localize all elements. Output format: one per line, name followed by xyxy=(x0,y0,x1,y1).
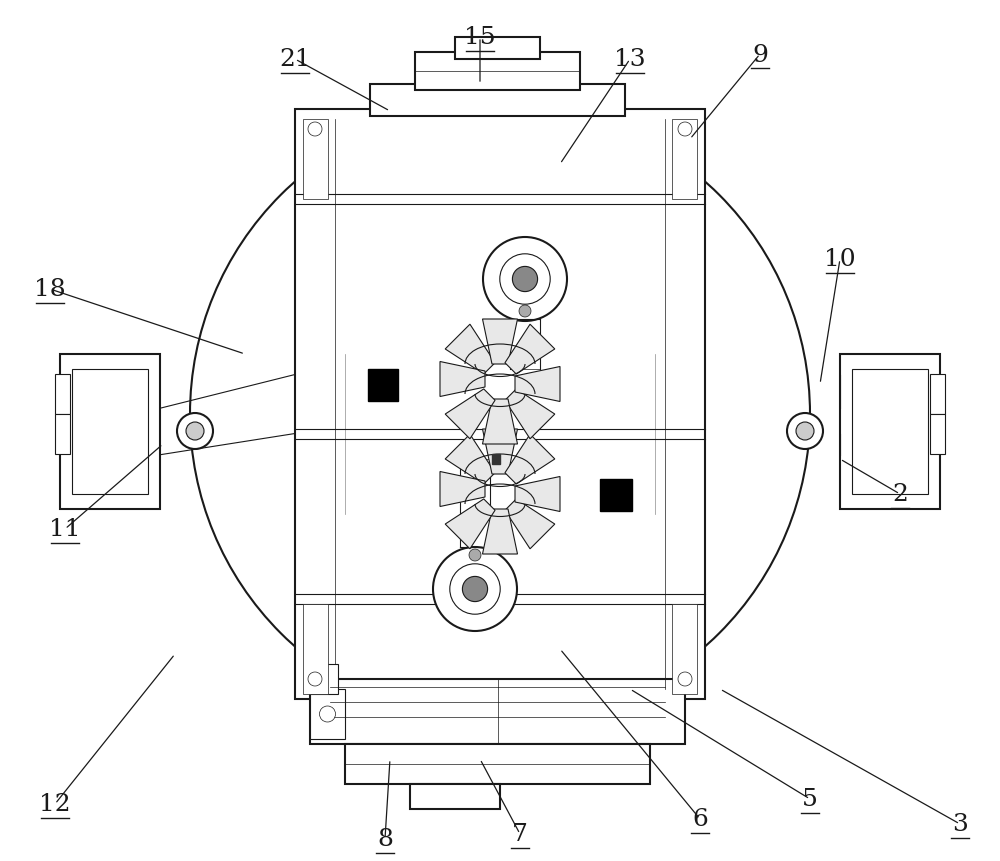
Circle shape xyxy=(512,267,538,292)
Circle shape xyxy=(462,577,488,602)
Polygon shape xyxy=(505,499,555,549)
Polygon shape xyxy=(505,325,555,375)
Polygon shape xyxy=(600,480,632,511)
Text: 2: 2 xyxy=(892,483,908,506)
Text: 3: 3 xyxy=(952,813,968,835)
Circle shape xyxy=(796,423,814,441)
Circle shape xyxy=(500,255,550,305)
Polygon shape xyxy=(515,367,560,402)
Polygon shape xyxy=(368,369,398,401)
Circle shape xyxy=(787,413,823,449)
Text: 8: 8 xyxy=(377,827,393,851)
Text: 6: 6 xyxy=(692,808,708,831)
Polygon shape xyxy=(492,455,500,464)
Circle shape xyxy=(433,548,517,631)
Polygon shape xyxy=(445,435,495,485)
Polygon shape xyxy=(483,510,518,554)
Text: 21: 21 xyxy=(279,48,311,71)
Text: 18: 18 xyxy=(34,278,66,301)
Circle shape xyxy=(483,238,567,322)
Circle shape xyxy=(190,105,810,724)
Polygon shape xyxy=(483,400,518,444)
Circle shape xyxy=(308,672,322,686)
Circle shape xyxy=(308,123,322,137)
Text: 13: 13 xyxy=(614,48,646,71)
Bar xyxy=(310,689,345,739)
Circle shape xyxy=(519,306,531,318)
Polygon shape xyxy=(440,362,485,397)
Bar xyxy=(303,120,328,200)
Circle shape xyxy=(177,413,213,449)
Bar xyxy=(345,744,650,784)
Polygon shape xyxy=(505,435,555,485)
Polygon shape xyxy=(483,430,518,474)
Circle shape xyxy=(186,423,204,441)
Text: 9: 9 xyxy=(752,43,768,66)
Bar xyxy=(370,85,625,117)
Polygon shape xyxy=(440,472,485,507)
Polygon shape xyxy=(445,389,495,439)
Polygon shape xyxy=(445,325,495,375)
Text: 12: 12 xyxy=(39,793,71,815)
Bar xyxy=(295,110,705,699)
Bar xyxy=(72,369,148,494)
Bar xyxy=(310,679,685,744)
Circle shape xyxy=(678,123,692,137)
Text: 11: 11 xyxy=(49,518,81,541)
Text: 5: 5 xyxy=(802,788,818,810)
Bar xyxy=(672,120,697,200)
Bar xyxy=(930,414,945,455)
Bar xyxy=(303,604,328,694)
Polygon shape xyxy=(505,389,555,439)
Polygon shape xyxy=(445,499,495,549)
Bar xyxy=(410,784,500,809)
Bar xyxy=(455,38,540,60)
Text: 15: 15 xyxy=(464,27,496,49)
Bar xyxy=(310,664,338,694)
Circle shape xyxy=(678,672,692,686)
Polygon shape xyxy=(483,319,518,364)
Bar xyxy=(930,375,945,414)
Circle shape xyxy=(469,549,481,561)
Polygon shape xyxy=(515,477,560,512)
Bar xyxy=(840,355,940,510)
Bar xyxy=(852,369,928,494)
Text: 10: 10 xyxy=(824,248,856,271)
Bar xyxy=(672,604,697,694)
Text: 7: 7 xyxy=(512,822,528,846)
Bar xyxy=(60,355,160,510)
Circle shape xyxy=(320,706,336,722)
Bar xyxy=(415,53,580,91)
Bar xyxy=(55,375,70,414)
Circle shape xyxy=(450,564,500,615)
Bar xyxy=(55,414,70,455)
